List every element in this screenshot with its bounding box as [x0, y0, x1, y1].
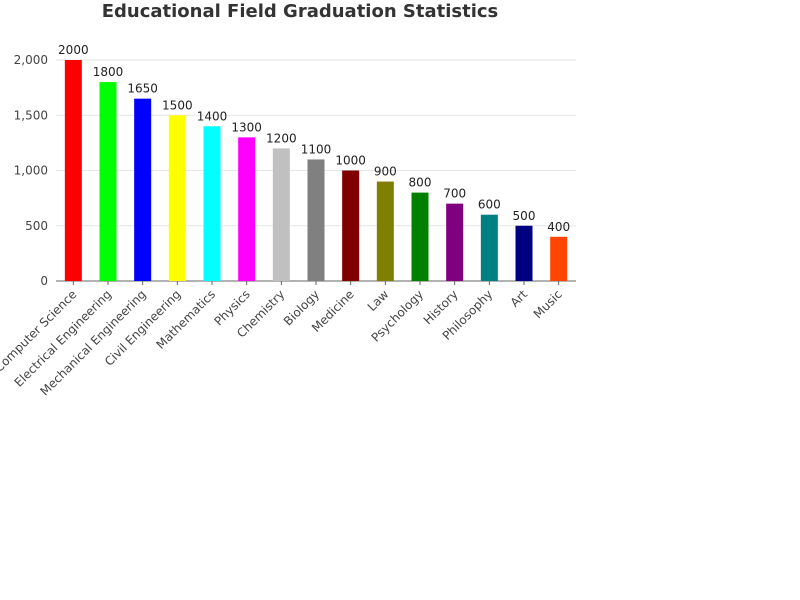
bar — [550, 236, 568, 281]
bar — [480, 214, 498, 281]
data-label: 700 — [443, 187, 466, 201]
bar — [272, 148, 290, 281]
data-label: 1300 — [231, 120, 262, 134]
data-label: 1650 — [127, 82, 158, 96]
data-label: 600 — [478, 198, 501, 212]
data-label: 1200 — [266, 131, 297, 145]
data-label: 1500 — [162, 98, 193, 112]
data-label: 2000 — [58, 43, 89, 57]
data-label: 500 — [513, 209, 536, 223]
chart-title: Educational Field Graduation Statistics — [101, 1, 499, 22]
y-tick-label: 1,000 — [14, 164, 48, 178]
data-label: 800 — [409, 176, 432, 190]
data-label: 1100 — [301, 142, 332, 156]
y-tick-label: 2,000 — [14, 53, 48, 67]
data-label: 1800 — [93, 65, 124, 79]
x-tick-label: Art — [508, 287, 531, 310]
bar — [515, 225, 533, 281]
bar — [64, 60, 82, 281]
data-label: 400 — [547, 220, 570, 234]
bar — [203, 126, 221, 281]
bar — [99, 82, 117, 281]
data-label: 900 — [374, 165, 397, 179]
bar — [342, 170, 360, 281]
y-tick-label: 0 — [40, 274, 48, 288]
bar — [376, 181, 394, 281]
bar — [238, 137, 256, 281]
bar — [307, 159, 325, 281]
data-label: 1400 — [197, 109, 228, 123]
x-tick-label: Music — [531, 287, 565, 321]
bar — [446, 203, 464, 281]
bar — [168, 115, 186, 281]
bar — [134, 98, 152, 281]
y-tick-label: 500 — [25, 219, 48, 233]
x-tick-label: Law — [365, 287, 392, 314]
bar — [411, 192, 429, 281]
data-label: 1000 — [335, 154, 366, 168]
y-tick-label: 1,500 — [14, 108, 48, 122]
